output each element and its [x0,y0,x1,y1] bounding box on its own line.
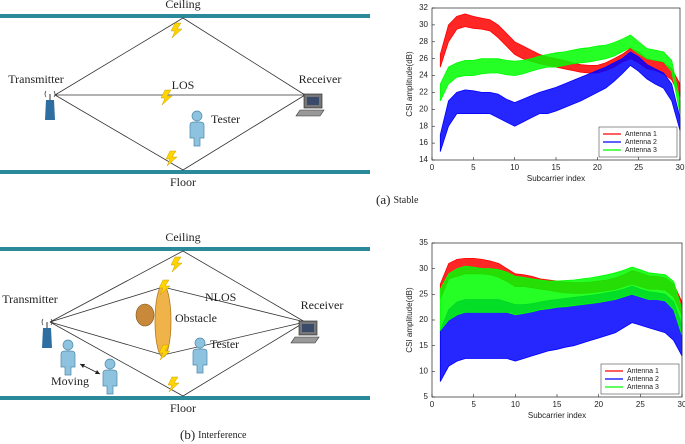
x-tick-label: 15 [553,400,562,409]
floor-label: Floor [170,175,196,189]
x-axis-label: Subcarrier index [528,411,586,420]
legend-label: Antenna 2 [625,139,657,146]
x-tick-label: 25 [634,163,643,172]
ceiling-label: Ceiling [165,230,200,244]
x-tick-label: 5 [471,400,476,409]
obstacle-object [135,303,155,327]
legend-label: Antenna 3 [625,147,657,154]
x-tick-label: 15 [552,163,561,172]
y-tick-label: 15 [419,341,428,350]
y-tick-label: 30 [419,20,428,29]
ceiling-label: Ceiling [165,0,200,11]
signal-icon [165,150,178,167]
caption-b: (b) Interference [180,427,247,442]
caption-label: (a) [376,192,390,207]
y-axis-label: CSI amplitude(dB) [405,51,414,117]
receiver-icon [295,93,325,117]
x-tick-label: 30 [676,163,685,172]
x-tick-label: 25 [636,400,645,409]
transmitter-icon [41,318,53,349]
signal-icon [167,376,180,393]
obstacle-label: Obstacle [175,311,217,325]
path-label: LOS [172,78,195,92]
floor-label: Floor [170,401,196,415]
y-tick-label: 14 [419,155,428,164]
x-tick-label: 0 [430,400,435,409]
legend-label: Antenna 1 [627,368,659,375]
legend-label: Antenna 3 [627,384,659,391]
legend-label: Antenna 2 [627,376,659,383]
y-tick-label: 24 [419,71,428,80]
x-tick-label: 10 [511,400,520,409]
tester-icon [189,110,205,147]
signal-rays [49,250,306,397]
y-tick-label: 20 [419,104,428,113]
transmitter-label: Transmitter [8,72,64,86]
x-tick-label: 5 [471,163,476,172]
mover-icon [102,358,118,395]
y-tick-label: 16 [419,138,428,147]
signal-icon [170,22,183,39]
moving-label: Moving [51,374,89,388]
signal-rays [54,17,306,171]
tester-label: Tester [210,337,239,351]
y-axis-label: CSI amplitude(dB) [405,287,414,353]
x-tick-label: 0 [430,163,435,172]
y-tick-label: 10 [419,366,428,375]
x-axis-label: Subcarrier index [527,174,585,183]
x-tick-label: 20 [594,400,603,409]
caption-text: Stable [393,195,419,206]
diagram-a: Ceiling Floor Transmitter Receiver LOS T… [0,0,370,189]
y-tick-label: 35 [419,238,428,247]
arrow-head [95,370,100,374]
signal-icon [170,256,183,273]
chart: 0 5 10 15 20 25 30 14 16 18 20 22 24 26 28 30 32 Subcarri… [405,3,685,183]
receiver-label: Receiver [301,298,344,312]
x-tick-label: 30 [678,400,685,409]
y-tick-label: 28 [419,37,428,46]
mover-icon [60,339,76,376]
x-tick-label: 20 [593,163,602,172]
y-tick-label: 25 [419,289,428,298]
y-tick-label: 5 [424,392,429,401]
y-tick-label: 32 [419,3,428,12]
diagram-b: Ceiling Floor Transmitter Receiver NLOS … [0,230,370,415]
caption-text: Interference [198,430,247,441]
caption-label: (b) [180,427,195,442]
y-tick-label: 22 [419,88,428,97]
y-tick-label: 30 [419,264,428,273]
tester-label: Tester [211,112,240,126]
signal-icon [160,89,173,106]
transmitter-icon [44,90,56,121]
receiver-label: Receiver [299,72,342,86]
path-label: NLOS [205,290,236,304]
arrow-head [80,364,85,368]
transmitter-label: Transmitter [2,292,58,306]
y-tick-label: 20 [419,315,428,324]
y-tick-label: 26 [419,54,428,63]
caption-a: (a) Stable [376,192,419,207]
x-tick-label: 10 [510,163,519,172]
y-tick-label: 18 [419,121,428,130]
tester-icon [192,337,208,374]
legend-label: Antenna 1 [625,131,657,138]
